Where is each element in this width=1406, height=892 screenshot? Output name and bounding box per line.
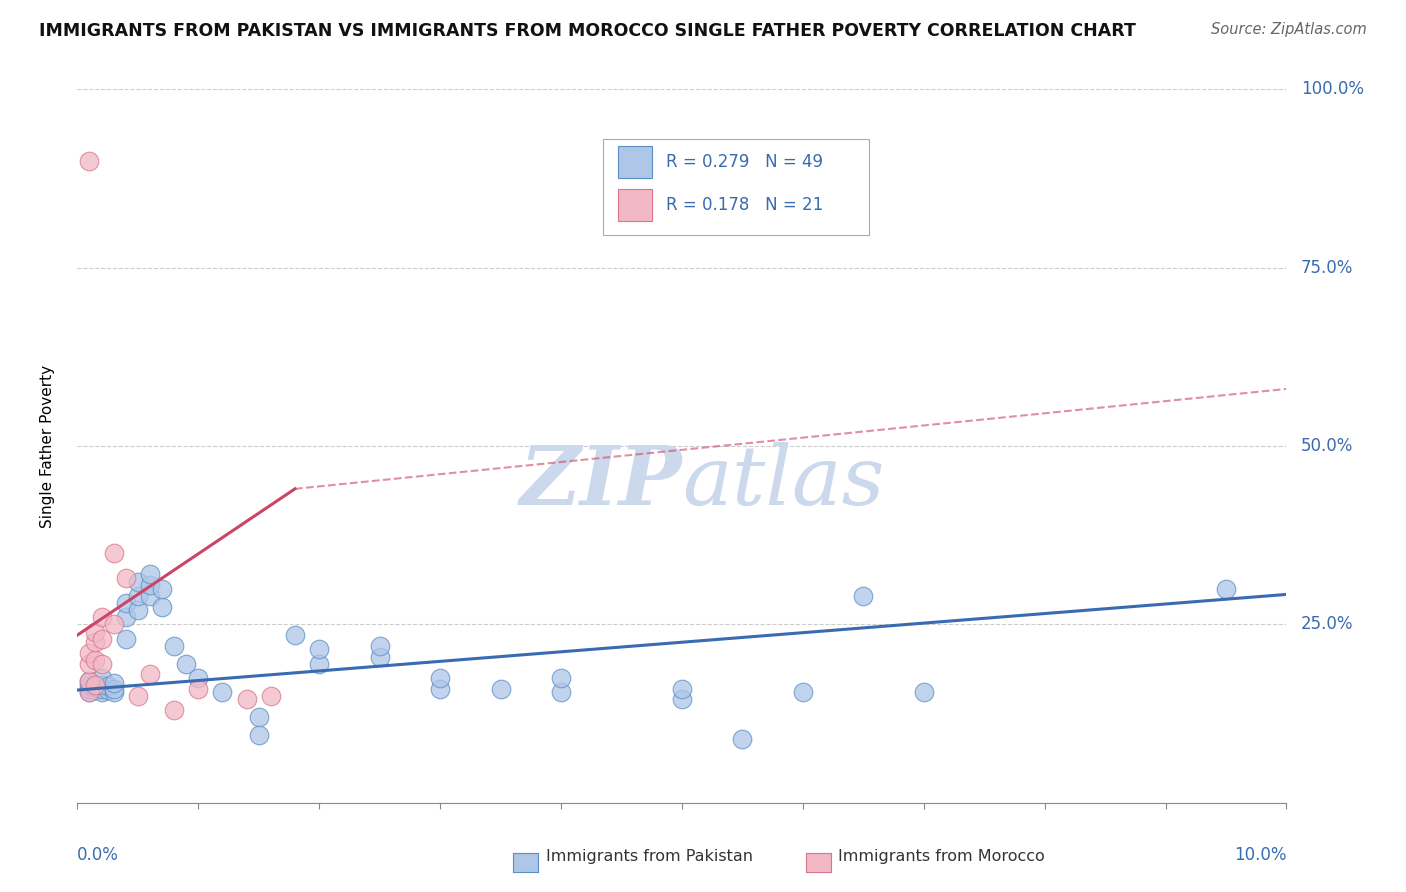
Point: [127, 589, 149, 603]
Text: 100.0%: 100.0%: [1301, 80, 1364, 98]
Point: [127, 603, 149, 617]
Point: [96, 683, 118, 698]
Text: IMMIGRANTS FROM PAKISTAN VS IMMIGRANTS FROM MOROCCO SINGLE FATHER POVERTY CORREL: IMMIGRANTS FROM PAKISTAN VS IMMIGRANTS F…: [39, 22, 1136, 40]
Point: [368, 649, 391, 664]
Point: [103, 617, 125, 632]
Point: [284, 628, 307, 642]
Point: [429, 681, 451, 696]
Point: [96, 680, 118, 694]
Point: [150, 599, 173, 614]
Point: [114, 596, 136, 610]
Point: [139, 567, 162, 582]
FancyBboxPatch shape: [603, 139, 869, 235]
Point: [308, 657, 330, 671]
Point: [79, 681, 101, 696]
Text: Source: ZipAtlas.com: Source: ZipAtlas.com: [1211, 22, 1367, 37]
Point: [84, 624, 107, 639]
Point: [84, 680, 107, 694]
Point: [79, 646, 101, 660]
Point: [90, 610, 112, 624]
Point: [163, 703, 186, 717]
Text: Immigrants from Morocco: Immigrants from Morocco: [838, 849, 1045, 863]
Point: [235, 692, 257, 706]
Point: [79, 674, 101, 689]
Text: Immigrants from Pakistan: Immigrants from Pakistan: [546, 849, 752, 863]
Point: [187, 681, 209, 696]
Point: [79, 657, 101, 671]
Point: [90, 685, 112, 699]
Point: [308, 642, 330, 657]
Point: [103, 681, 125, 696]
Point: [114, 571, 136, 585]
Point: [187, 671, 209, 685]
Point: [550, 671, 572, 685]
Point: [79, 678, 101, 692]
Text: R = 0.279   N = 49: R = 0.279 N = 49: [666, 153, 823, 171]
Point: [90, 632, 112, 646]
Point: [489, 681, 512, 696]
Point: [103, 546, 125, 560]
Text: Single Father Poverty: Single Father Poverty: [39, 365, 55, 527]
Point: [1215, 582, 1237, 596]
Point: [139, 589, 162, 603]
Text: atlas: atlas: [682, 442, 884, 522]
Point: [90, 657, 112, 671]
Point: [247, 710, 270, 724]
Point: [103, 685, 125, 699]
Text: ZIP: ZIP: [519, 442, 682, 522]
Point: [114, 610, 136, 624]
Point: [731, 731, 754, 746]
Point: [79, 674, 101, 689]
Point: [79, 685, 101, 699]
Point: [852, 589, 875, 603]
Point: [163, 639, 186, 653]
Point: [103, 676, 125, 690]
Text: 10.0%: 10.0%: [1234, 846, 1286, 863]
Text: 0.0%: 0.0%: [77, 846, 120, 863]
Text: 25.0%: 25.0%: [1301, 615, 1354, 633]
Text: R = 0.178   N = 21: R = 0.178 N = 21: [666, 196, 824, 214]
Point: [90, 681, 112, 696]
Point: [671, 681, 693, 696]
Point: [84, 653, 107, 667]
Point: [79, 153, 101, 168]
Point: [174, 657, 197, 671]
Point: [84, 635, 107, 649]
Point: [150, 582, 173, 596]
Text: 50.0%: 50.0%: [1301, 437, 1354, 455]
Point: [792, 685, 814, 699]
Point: [912, 685, 935, 699]
Point: [247, 728, 270, 742]
FancyBboxPatch shape: [617, 146, 652, 178]
Point: [79, 685, 101, 699]
Point: [90, 678, 112, 692]
Point: [127, 574, 149, 589]
Point: [211, 685, 233, 699]
Point: [90, 671, 112, 685]
Text: 75.0%: 75.0%: [1301, 259, 1354, 277]
Point: [368, 639, 391, 653]
Point: [84, 683, 107, 698]
FancyBboxPatch shape: [617, 189, 652, 221]
Point: [260, 689, 283, 703]
Point: [671, 692, 693, 706]
Point: [127, 689, 149, 703]
Point: [84, 678, 107, 692]
Point: [139, 667, 162, 681]
Point: [139, 578, 162, 592]
Point: [429, 671, 451, 685]
Point: [550, 685, 572, 699]
Point: [114, 632, 136, 646]
